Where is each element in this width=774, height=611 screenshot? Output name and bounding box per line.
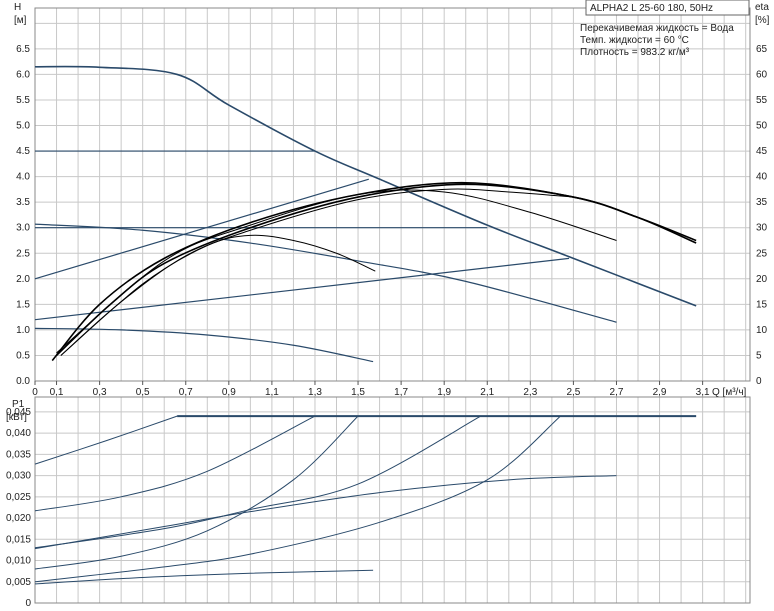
x-tick-label: 2,5 [566, 387, 580, 398]
p1-tick-label: 0 [25, 598, 31, 609]
y2-axis-unit: [%] [755, 15, 770, 26]
x-tick-label: 0 [32, 387, 38, 398]
chart-title: ALPHA2 L 25-60 180, 50Hz [590, 3, 713, 14]
p1-tick-label: 0,035 [6, 449, 31, 460]
y-tick-label: 0.5 [16, 350, 30, 361]
y-tick-label: 6.0 [16, 69, 30, 80]
power-curve [34, 415, 482, 549]
y2-tick-label: 5 [756, 350, 762, 361]
power-curve [34, 415, 359, 570]
head-curve [34, 257, 570, 321]
x-tick-label: 2,9 [653, 387, 667, 398]
y-tick-label: 1.5 [16, 299, 30, 310]
p1-tick-label: 0,030 [6, 471, 31, 482]
y2-tick-label: 35 [756, 197, 768, 208]
y-tick-label: 2.0 [16, 274, 30, 285]
p1-tick-label: 0,040 [6, 428, 31, 439]
y2-axis-label: eta [755, 2, 769, 13]
y2-tick-label: 15 [756, 299, 768, 310]
annotation-temp: Темп. жидкости = 60 °C [580, 35, 689, 46]
y-axis-unit: [м] [14, 15, 27, 26]
y2-tick-label: 0 [756, 376, 762, 387]
head-curve [34, 223, 617, 323]
x-tick-label: 1,7 [394, 387, 408, 398]
plot-frame-bottom [34, 396, 751, 604]
y-tick-label: 4.0 [16, 172, 30, 183]
power-curve [34, 415, 316, 512]
x-tick-label: 0,7 [179, 387, 193, 398]
y2-tick-label: 20 [756, 274, 768, 285]
y-tick-label: 5.0 [16, 121, 30, 132]
efficiency-curve [60, 188, 574, 356]
x-tick-label: 2,7 [610, 387, 624, 398]
y-tick-label: 1.0 [16, 325, 30, 336]
power-curve [34, 569, 374, 585]
y2-tick-label: 65 [756, 44, 768, 55]
power-curve [34, 415, 178, 465]
y-tick-label: 4.5 [16, 146, 30, 157]
y2-tick-label: 55 [756, 95, 768, 106]
x-axis-label: Q [м³/ч] [712, 387, 747, 398]
y2-tick-label: 45 [756, 146, 768, 157]
p1-tick-label: 0,045 [6, 407, 31, 418]
x-tick-label: 0,3 [93, 387, 107, 398]
head-curve [34, 65, 697, 307]
x-tick-label: 1,5 [351, 387, 365, 398]
p1-tick-label: 0,010 [6, 556, 31, 567]
annotation-liquid: Перекачивемая жидкость = Вода [580, 23, 734, 34]
y2-tick-label: 10 [756, 325, 768, 336]
p1-tick-label: 0,005 [6, 577, 31, 588]
y2-tick-label: 60 [756, 69, 768, 80]
power-curve [34, 475, 617, 550]
power-curve [34, 415, 561, 583]
x-tick-label: 3,1 [696, 387, 710, 398]
x-tick-label: 0,1 [50, 387, 64, 398]
head-curve [34, 327, 374, 363]
p1-tick-label: 0,025 [6, 492, 31, 503]
plot-frame-top [34, 7, 751, 382]
y2-tick-label: 50 [756, 121, 768, 132]
y-tick-label: 0.0 [16, 376, 30, 387]
y2-tick-label: 30 [756, 223, 768, 234]
p1-tick-label: 0,015 [6, 534, 31, 545]
y2-tick-label: 25 [756, 248, 768, 259]
y-tick-label: 5.5 [16, 95, 30, 106]
y-axis-label: H [14, 2, 21, 13]
x-tick-label: 1,1 [265, 387, 279, 398]
y2-tick-label: 40 [756, 172, 768, 183]
x-tick-label: 0,5 [136, 387, 150, 398]
x-tick-label: 1,3 [308, 387, 322, 398]
x-tick-label: 2,3 [523, 387, 537, 398]
y-tick-label: 3.0 [16, 223, 30, 234]
x-tick-label: 2,1 [480, 387, 494, 398]
p1-tick-label: 0,020 [6, 513, 31, 524]
y-tick-label: 3.5 [16, 197, 30, 208]
head-curve [34, 178, 369, 280]
x-tick-label: 1,9 [437, 387, 451, 398]
title-box [585, 0, 750, 16]
p1-axis-label: P1 [12, 399, 25, 410]
efficiency-curve [60, 234, 376, 356]
y-tick-label: 6.5 [16, 44, 30, 55]
y-tick-label: 2.5 [16, 248, 30, 259]
annotation-density: Плотность = 983.2 кг/м³ [580, 47, 690, 58]
efficiency-curve [56, 189, 617, 354]
p1-axis-unit: [кВт] [6, 412, 27, 423]
x-tick-label: 0,9 [222, 387, 236, 398]
